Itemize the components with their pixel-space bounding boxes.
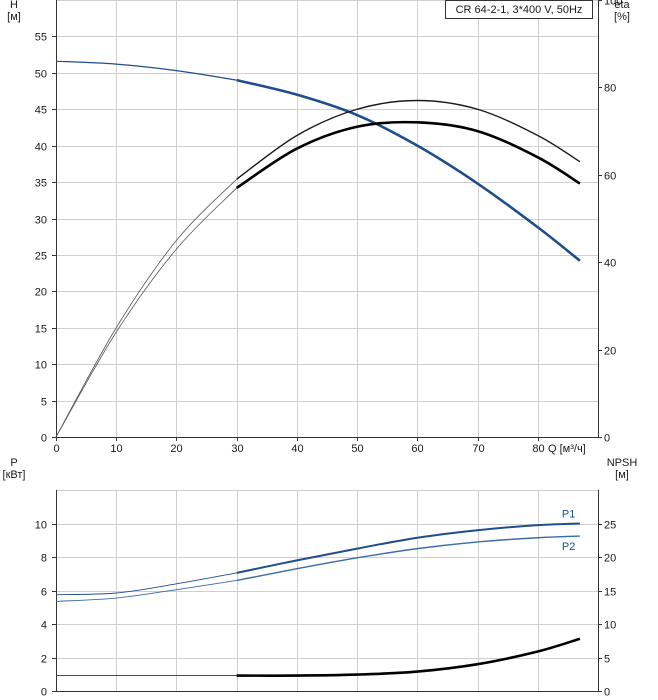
upper-left-tick-label: 0: [41, 433, 47, 445]
upper-left-tick-label: 45: [35, 105, 47, 117]
upper-left-tick-label: 30: [35, 215, 47, 227]
lower-series-P2-operating: [236, 535, 580, 582]
x-tick-label: 50: [351, 443, 363, 455]
upper-left-tick-label: 20: [35, 287, 47, 299]
lower-series-P2-extended: [55, 580, 237, 602]
upper-series-head-operating: [236, 78, 581, 262]
lower-series-P1-extended: [55, 572, 237, 596]
x-tick-label: 40: [291, 443, 303, 455]
upper-right-tick-label: 100: [604, 0, 622, 8]
upper-series-eta-bold-extended: [55, 187, 237, 438]
lower-right-tick-label: 5: [604, 654, 610, 666]
x-tick-label: 30: [231, 443, 243, 455]
lower-left-tick-label: 4: [41, 620, 47, 632]
x-tick-label: 10: [110, 443, 122, 455]
upper-series-eta-thin-operating: [236, 99, 581, 180]
upper-left-axis-unit: [м]: [7, 11, 21, 23]
lower-series-NPSH-operating: [236, 637, 581, 677]
lower-left-tick-label: 6: [41, 587, 47, 599]
upper-left-tick-label: 15: [35, 324, 47, 336]
upper-right-tick-label: 40: [604, 258, 616, 270]
chart-title-box: [445, 0, 593, 19]
lower-right-axis-title: NPSH: [607, 457, 638, 469]
upper-series-eta-bold-operating: [235, 120, 581, 189]
lower-right-tick-label: 25: [604, 520, 616, 532]
upper-series-head-extended: [55, 60, 237, 81]
x-tick-label: 20: [170, 443, 182, 455]
upper-left-axis-title: H: [10, 0, 18, 11]
upper-left-tick-label: 40: [35, 142, 47, 154]
lower-left-tick-label: 2: [41, 654, 47, 666]
upper-right-tick-label: 60: [604, 171, 616, 183]
upper-series-eta-thin-extended: [55, 178, 237, 438]
lower-series-P1-operating: [236, 522, 580, 574]
upper-left-tick-label: 10: [35, 360, 47, 372]
chart-title: CR 64-2-1, 3*400 V, 50Hz: [456, 4, 583, 16]
x-tick-label: 0: [53, 443, 59, 455]
upper-right-axis-unit: [%]: [614, 11, 630, 23]
upper-right-tick-label: 80: [604, 83, 616, 95]
lower-right-tick-label: 15: [604, 587, 616, 599]
lower-left-tick-label: 8: [41, 553, 47, 565]
lower-left-tick-label: 0: [41, 687, 47, 699]
x-axis-title: Q [м³/ч]: [548, 443, 586, 455]
x-tick-label: 60: [411, 443, 423, 455]
series-label-p2: P2: [562, 541, 575, 553]
upper-right-axis-title: eta: [614, 0, 630, 11]
lower-right-tick-label: 10: [604, 620, 616, 632]
series-label-p1: P1: [562, 509, 575, 521]
lower-left-tick-label: 10: [35, 520, 47, 532]
lower-right-tick-label: 0: [604, 687, 610, 699]
lower-right-axis-unit: [м]: [615, 469, 629, 481]
upper-left-tick-label: 50: [35, 69, 47, 81]
lower-left-axis-title: P: [10, 457, 17, 469]
upper-left-tick-label: 25: [35, 251, 47, 263]
upper-right-tick-label: 0: [604, 433, 610, 445]
upper-left-tick-label: 55: [35, 32, 47, 44]
lower-right-tick-label: 20: [604, 553, 616, 565]
upper-right-tick-label: 20: [604, 346, 616, 358]
upper-left-tick-label: 5: [41, 397, 47, 409]
upper-left-tick-label: 35: [35, 178, 47, 190]
x-tick-label: 70: [472, 443, 484, 455]
x-tick-label: 80: [532, 443, 544, 455]
lower-left-axis-unit: [кВт]: [3, 469, 26, 481]
